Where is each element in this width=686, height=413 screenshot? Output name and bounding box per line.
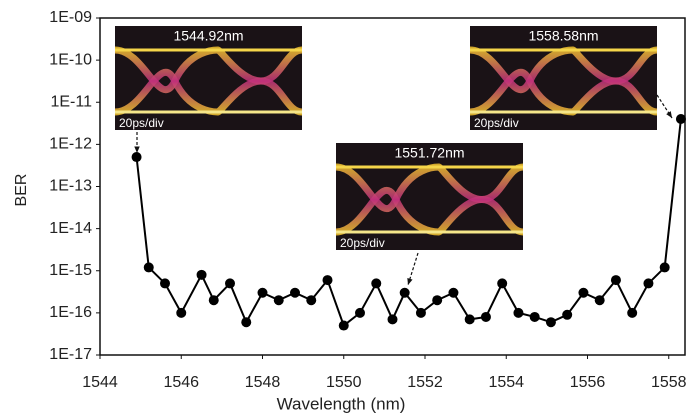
data-point: [513, 308, 523, 318]
y-tick-label: 1E-16: [49, 304, 92, 321]
data-point: [448, 288, 458, 298]
inset-label: 1544.92nm: [173, 28, 243, 44]
data-point: [660, 262, 670, 272]
data-point: [290, 288, 300, 298]
data-point: [481, 312, 491, 322]
inset-scale: 20ps/div: [340, 236, 385, 250]
data-point: [323, 275, 333, 285]
x-tick-label: 1558: [651, 374, 686, 391]
data-point: [274, 295, 284, 305]
data-point: [258, 288, 268, 298]
y-tick-label: 1E-17: [49, 346, 92, 363]
y-tick-label: 1E-10: [49, 51, 92, 68]
data-point: [197, 270, 207, 280]
y-tick-label: 1E-11: [50, 93, 92, 110]
data-point: [339, 321, 349, 331]
data-point: [578, 288, 588, 298]
data-point: [546, 317, 556, 327]
y-tick-label: 1E-09: [49, 9, 92, 26]
x-tick-label: 1552: [407, 374, 443, 391]
data-point: [562, 310, 572, 320]
data-point: [676, 114, 686, 124]
data-point: [225, 278, 235, 288]
data-point: [176, 308, 186, 318]
x-tick-label: 1548: [245, 374, 281, 391]
x-tick-label: 1554: [488, 374, 524, 391]
arrow-head: [666, 111, 672, 118]
x-tick-label: 1556: [570, 374, 606, 391]
data-point: [388, 314, 398, 324]
data-point: [306, 295, 316, 305]
y-tick-label: 1E-15: [49, 262, 92, 279]
y-tick-label: 1E-12: [49, 136, 92, 153]
data-point: [416, 308, 426, 318]
data-point: [371, 278, 381, 288]
inset-scale: 20ps/div: [119, 116, 164, 130]
arrow-head: [134, 147, 139, 153]
data-point: [643, 278, 653, 288]
y-tick-label: 1E-14: [49, 220, 92, 237]
x-axis-label: Wavelength (nm): [277, 394, 406, 413]
data-point: [241, 317, 251, 327]
data-point: [132, 152, 142, 162]
data-point: [465, 314, 475, 324]
data-point: [611, 275, 621, 285]
chart: BER Wavelength (nm) 1544.92nm 20ps/div 155…: [0, 0, 686, 413]
data-point: [595, 295, 605, 305]
data-point: [209, 295, 219, 305]
data-point: [400, 288, 410, 298]
data-point: [355, 308, 365, 318]
x-tick-label: 1546: [163, 374, 199, 391]
x-tick-label: 1550: [326, 374, 362, 391]
inset-label: 1551.72nm: [394, 145, 464, 161]
data-point: [160, 278, 170, 288]
data-point: [144, 262, 154, 272]
data-point: [497, 278, 507, 288]
data-point: [530, 312, 540, 322]
data-point: [432, 295, 442, 305]
inset-scale: 20ps/div: [474, 116, 519, 130]
y-tick-label: 1E-13: [49, 178, 92, 195]
data-point: [627, 308, 637, 318]
inset-label: 1558.58nm: [528, 28, 598, 44]
arrow-head: [407, 278, 412, 285]
x-tick-label: 1544: [82, 374, 118, 391]
y-axis-label: BER: [13, 174, 30, 207]
